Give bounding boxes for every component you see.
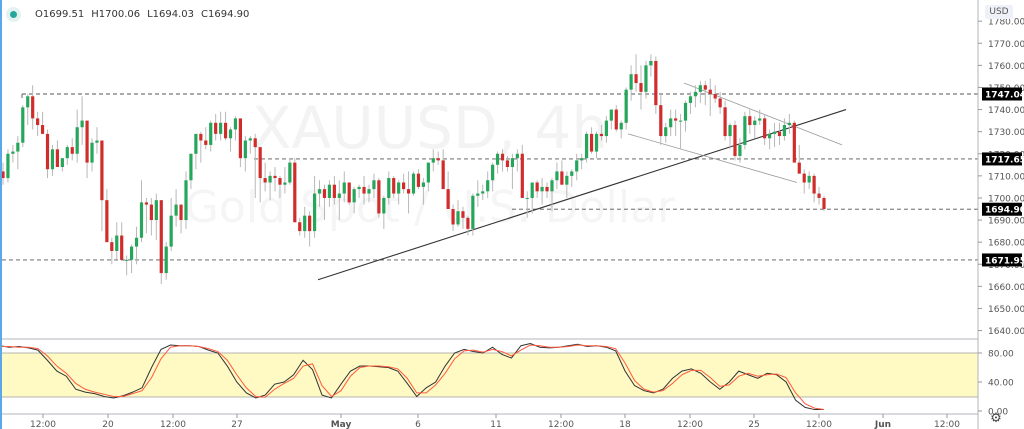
time-tick-label: 27 [231, 420, 242, 429]
stoch-k-line [0, 343, 824, 411]
ohlc-legend: O1699.51 H1700.06 L1694.03 C1694.90 [10, 6, 256, 22]
settings-gear-icon[interactable]: ⚙ [990, 411, 1002, 426]
trendline-channel-lower[interactable] [627, 133, 798, 183]
stoch-d-line [0, 344, 825, 411]
price-axis[interactable]: 1780.001770.001760.001750.001740.001730.… [978, 18, 1024, 337]
legend-close: C1694.90 [201, 8, 250, 20]
price-level-label: 1694.90 [985, 206, 1024, 216]
time-tick-label: May [331, 420, 352, 429]
left-border [0, 0, 2, 429]
price-level-label: 1747.04 [985, 91, 1024, 101]
price-tick-label: 1680.00 [988, 239, 1024, 249]
price-tick-label: 1760.00 [988, 62, 1024, 72]
time-tick-label: 12:00 [548, 420, 574, 429]
watermark-description: Gold Spot / U.S. Dollar [185, 182, 676, 233]
time-tick-label: 20 [102, 420, 114, 429]
time-axis[interactable]: 12:00 20 12:00 27 May 6 11 12:00 18 12:00 25 12:00 J… [30, 414, 960, 429]
time-tick-label: 12:00 [934, 420, 960, 429]
price-labels: 1747.04 1717.65 1694.90 1671.95 [982, 87, 1024, 267]
time-tick-label: 12:00 [160, 420, 186, 429]
legend-open: O1699.51 [35, 8, 85, 20]
time-tick-label: 18 [619, 420, 631, 429]
stoch-axis[interactable]: 80.00 40.00 0.00 [978, 350, 1014, 418]
status-dot-icon [10, 10, 17, 18]
price-tick-label: 1650.00 [988, 305, 1024, 315]
trendline-channel-upper[interactable] [683, 82, 843, 146]
price-tick-label: 1740.00 [988, 106, 1024, 116]
stoch-tick-label: 80.00 [988, 350, 1014, 360]
price-tick-label: 1730.00 [988, 128, 1024, 138]
time-tick-label: 12:00 [806, 420, 832, 429]
price-tick-label: 1700.00 [988, 194, 1024, 204]
price-tick-label: 1640.00 [988, 327, 1024, 337]
stoch-band [2, 353, 978, 397]
candles [1, 54, 826, 285]
stochastic-lines [0, 343, 825, 411]
time-tick-label: 11 [490, 420, 501, 429]
stoch-tick-label: 40.00 [988, 379, 1014, 389]
time-tick-label: Jun [874, 420, 891, 429]
legend-low: L1694.03 [147, 8, 195, 20]
time-tick-label: 6 [415, 420, 421, 429]
price-tick-label: 1770.00 [988, 40, 1024, 50]
price-tick-label: 1660.00 [988, 283, 1024, 293]
time-tick-label: 12:00 [677, 420, 703, 429]
price-tick-label: 1690.00 [988, 217, 1024, 227]
time-tick-label: 12:00 [30, 420, 56, 429]
stoch-tick-label: 0.00 [988, 408, 1008, 418]
watermark: XAUUSD, 4h Gold Spot / U.S. Dollar [185, 94, 676, 233]
price-level-label: 1671.95 [985, 256, 1024, 266]
trendline-ascending-support[interactable] [317, 109, 847, 281]
time-tick-label: 25 [748, 420, 759, 429]
price-tick-label: 1710.00 [988, 172, 1024, 182]
watermark-symbol: XAUUSD, 4h [252, 94, 608, 162]
legend-high: H1700.06 [91, 8, 141, 20]
price-level-label: 1717.65 [985, 155, 1024, 165]
currency-button[interactable]: USD [985, 5, 1013, 19]
price-tick-label: 1780.00 [988, 18, 1024, 28]
